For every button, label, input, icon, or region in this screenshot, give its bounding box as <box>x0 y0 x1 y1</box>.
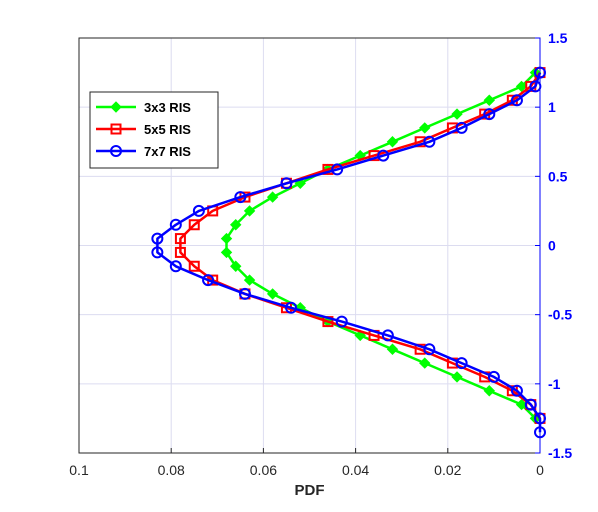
data-point-diamond <box>243 205 256 217</box>
data-point-circle <box>487 370 500 383</box>
legend-label: 7x7 RIS <box>144 144 191 159</box>
data-point-circle <box>529 80 542 93</box>
data-point-diamond <box>483 385 495 397</box>
data-point-circle <box>455 121 468 134</box>
data-point-diamond <box>419 122 431 134</box>
data-point-diamond <box>220 232 233 245</box>
y-tick-label: -1.5 <box>548 445 572 461</box>
y-tick-label: 0 <box>548 238 556 254</box>
legend-label: 5x5 RIS <box>144 122 191 137</box>
data-point-square <box>188 219 200 231</box>
series-7x7-ris <box>151 66 546 439</box>
legend: 3x3 RIS 5x5 RIS 7x7 RIS <box>89 91 219 169</box>
legend-label: 3x3 RIS <box>144 100 191 115</box>
data-point-diamond <box>419 357 431 369</box>
x-tick-label: 0.06 <box>250 462 277 478</box>
data-point-square <box>174 233 186 245</box>
data-point-circle <box>483 108 496 121</box>
data-point-diamond <box>515 398 528 411</box>
x-tick-label: 0 <box>536 462 544 478</box>
series-line <box>225 71 537 420</box>
data-point-circle <box>202 274 215 287</box>
data-point-diamond <box>386 343 399 355</box>
data-point-circle <box>423 135 436 148</box>
data-point-circle <box>169 260 182 273</box>
data-point-diamond <box>266 288 279 300</box>
data-point-diamond <box>515 80 528 93</box>
data-point-circle <box>285 301 298 314</box>
data-point-diamond <box>483 94 495 106</box>
x-axis-label: PDF <box>295 482 325 499</box>
y-tick-label: 1.5 <box>548 30 568 46</box>
axes: 0.1 0.08 0.06 0.04 0.02 0-1.5-1-0.500.511.5 <box>69 30 572 478</box>
x-tick-label: 0.1 <box>69 462 89 478</box>
data-point-circle <box>423 343 436 356</box>
data-point-circle <box>534 412 546 425</box>
series-3x3-ris <box>220 66 542 425</box>
y-tick-label: -0.5 <box>548 307 572 323</box>
data-point-circle <box>110 145 122 157</box>
data-point-circle <box>151 232 164 245</box>
x-tick-label: 0.08 <box>158 462 185 478</box>
data-point-circle <box>455 357 468 370</box>
y-tick-label: 1 <box>548 99 556 115</box>
data-point-circle <box>534 426 546 439</box>
data-series <box>151 66 546 439</box>
data-point-circle <box>377 149 390 162</box>
data-point-square <box>174 246 186 258</box>
x-tick-label: 0.02 <box>434 462 461 478</box>
data-point-circle <box>169 218 182 231</box>
data-point-diamond <box>266 191 279 203</box>
series-line <box>156 72 542 433</box>
data-point-circle <box>510 384 523 397</box>
legend-entry: 3x3 RIS <box>96 100 191 115</box>
data-point-diamond <box>243 274 256 286</box>
data-point-circle <box>524 398 537 411</box>
data-point-circle <box>192 204 205 217</box>
data-point-circle <box>151 246 164 259</box>
data-point-circle <box>510 94 523 107</box>
y-tick-label: -1 <box>548 376 561 392</box>
data-point-diamond <box>451 371 463 383</box>
legend-entry: 5x5 RIS <box>96 122 191 137</box>
data-point-diamond <box>230 260 242 272</box>
data-point-diamond <box>110 101 122 113</box>
data-point-circle <box>381 329 394 342</box>
data-point-diamond <box>386 136 399 148</box>
x-tick-label: 0.04 <box>342 462 369 478</box>
data-point-circle <box>534 66 546 79</box>
legend-entry: 7x7 RIS <box>96 144 191 159</box>
data-point-circle <box>335 315 348 328</box>
data-point-square <box>188 260 200 272</box>
data-point-circle <box>238 287 251 300</box>
data-point-diamond <box>451 108 463 120</box>
data-point-diamond <box>230 219 242 231</box>
y-tick-label: 0.5 <box>548 168 568 184</box>
data-point-diamond <box>220 246 233 259</box>
data-point-circle <box>331 163 344 176</box>
data-point-square <box>110 123 122 135</box>
data-point-circle <box>234 191 247 204</box>
data-point-circle <box>280 177 293 190</box>
